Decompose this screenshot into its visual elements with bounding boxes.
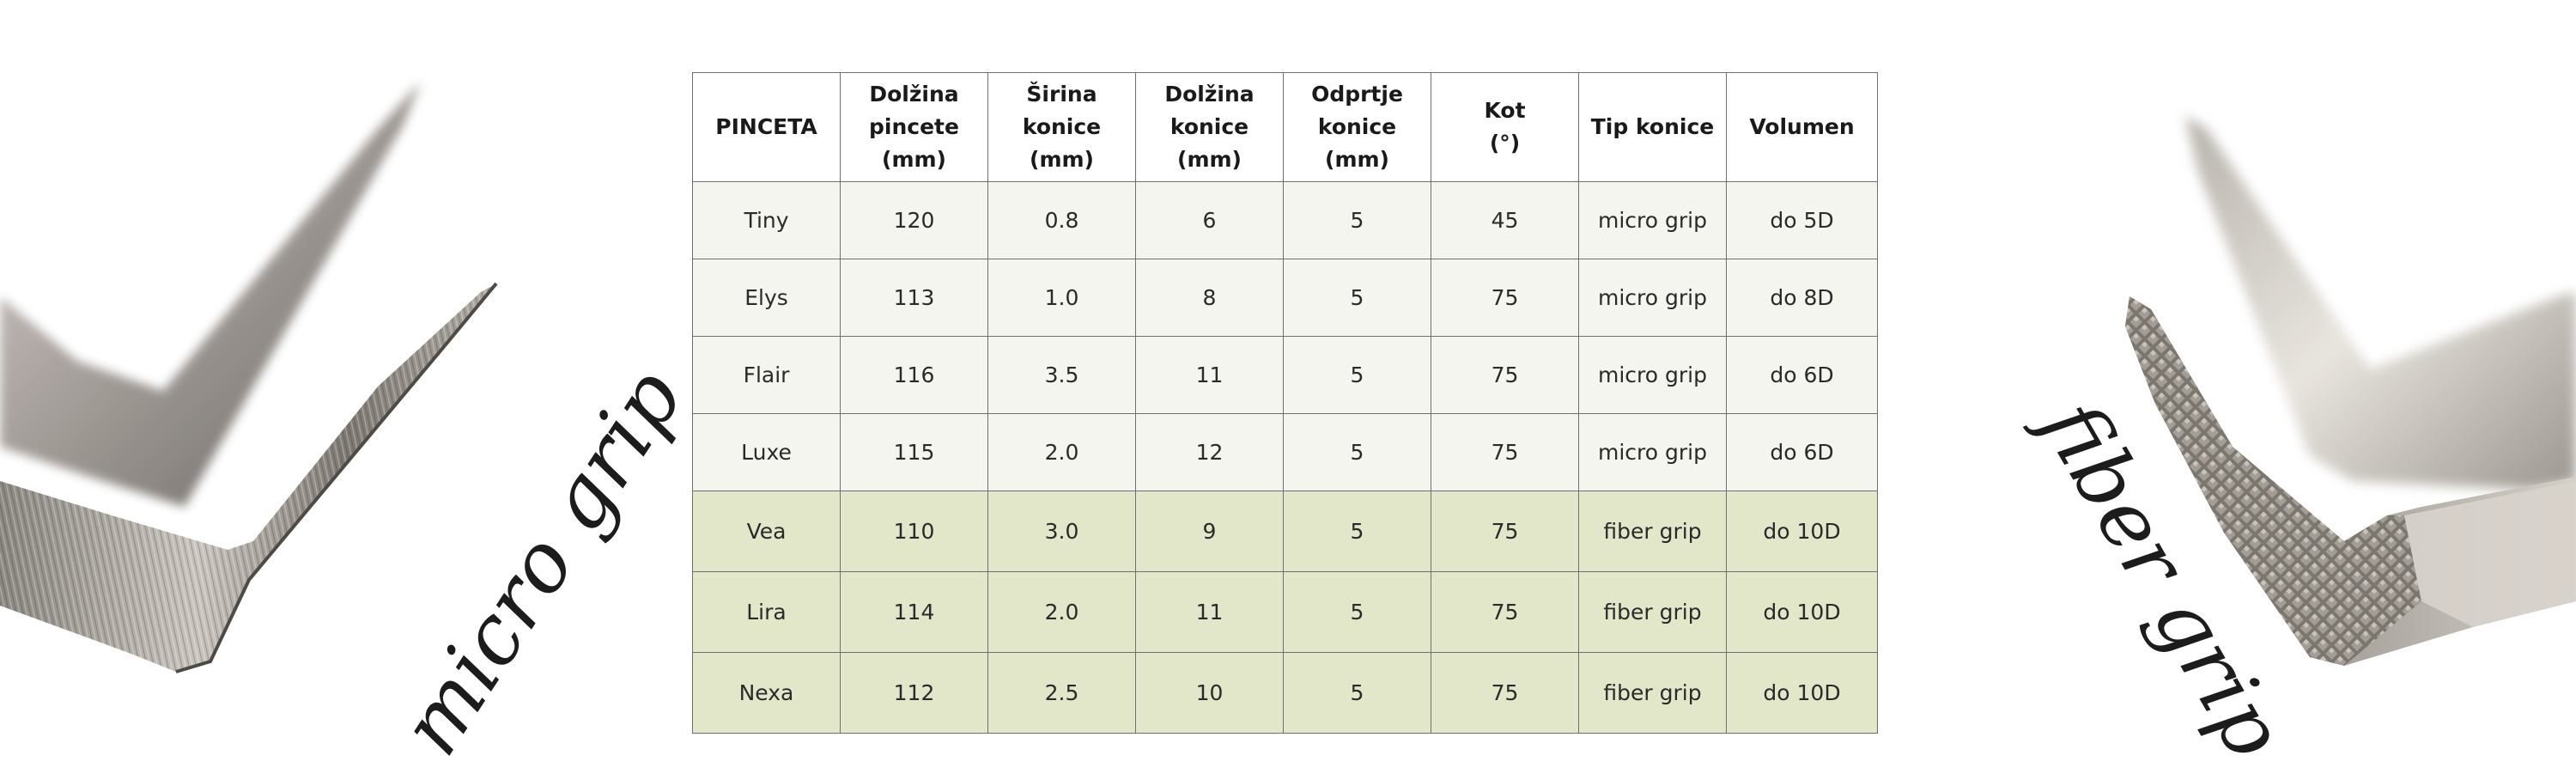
header-volume: Volumen (1726, 72, 1878, 182)
cell-name: Flair (692, 336, 841, 414)
cell-tip-type: micro grip (1578, 336, 1727, 414)
cell-angle: 75 (1431, 491, 1579, 572)
cell-tip-length: 8 (1135, 259, 1284, 337)
header-pinceta: PINCETA (692, 72, 841, 182)
cell-tip-type: fiber grip (1578, 652, 1727, 734)
cell-opening: 5 (1283, 181, 1431, 259)
fiber-grip-tweezers-image (2125, 116, 2576, 666)
cell-tip-width: 2.0 (987, 413, 1136, 491)
table-row: Luxe 115 2.0 12 5 75 micro grip do 6D (692, 413, 1878, 491)
cell-length: 112 (840, 652, 988, 734)
cell-name: Luxe (692, 413, 841, 491)
cell-tip-width: 2.5 (987, 652, 1136, 734)
cell-name: Elys (692, 259, 841, 337)
cell-volume: do 5D (1726, 181, 1878, 259)
table-row: Vea 110 3.0 9 5 75 fiber grip do 10D (692, 491, 1878, 572)
header-tip-opening: Odprtje konice (mm) (1283, 72, 1431, 182)
cell-tip-type: fiber grip (1578, 491, 1727, 572)
cell-opening: 5 (1283, 259, 1431, 337)
header-angle: Kot (°) (1431, 72, 1579, 182)
cell-name: Nexa (692, 652, 841, 734)
cell-tip-type: micro grip (1578, 181, 1727, 259)
cell-opening: 5 (1283, 336, 1431, 414)
cell-tip-type: micro grip (1578, 259, 1727, 337)
cell-name: Tiny (692, 181, 841, 259)
cell-tip-length: 11 (1135, 571, 1284, 653)
cell-length: 110 (840, 491, 988, 572)
tweezers-spec-table: PINCETA Dolžina pincete (mm) Širina konice(… (692, 72, 1878, 734)
cell-angle: 75 (1431, 571, 1579, 653)
cell-tip-width: 0.8 (987, 181, 1136, 259)
table-row: Flair 116 3.5 11 5 75 micro grip do 6D (692, 336, 1878, 414)
cell-volume: do 10D (1726, 652, 1878, 734)
cell-opening: 5 (1283, 491, 1431, 572)
cell-length: 120 (840, 181, 988, 259)
cell-name: Lira (692, 571, 841, 653)
cell-volume: do 10D (1726, 491, 1878, 572)
cell-length: 114 (840, 571, 988, 653)
cell-length: 115 (840, 413, 988, 491)
cell-volume: do 10D (1726, 571, 1878, 653)
cell-opening: 5 (1283, 413, 1431, 491)
cell-tip-length: 9 (1135, 491, 1284, 572)
cell-opening: 5 (1283, 652, 1431, 734)
cell-tip-length: 6 (1135, 181, 1284, 259)
cell-tip-width: 3.0 (987, 491, 1136, 572)
table-row: Nexa 112 2.5 10 5 75 fiber grip do 10D (692, 652, 1878, 734)
cell-angle: 75 (1431, 259, 1579, 337)
cell-tip-length: 12 (1135, 413, 1284, 491)
cell-angle: 75 (1431, 413, 1579, 491)
table-row: Tiny 120 0.8 6 5 45 micro grip do 5D (692, 181, 1878, 259)
cell-name: Vea (692, 491, 841, 572)
table-row: Lira 114 2.0 11 5 75 fiber grip do 10D (692, 571, 1878, 653)
cell-tip-width: 3.5 (987, 336, 1136, 414)
micro-grip-tweezers-image (0, 82, 498, 673)
cell-volume: do 8D (1726, 259, 1878, 337)
header-tip-length: Dolžina konice (mm) (1135, 72, 1284, 182)
header-tweezer-length: Dolžina pincete (mm) (840, 72, 988, 182)
cell-length: 113 (840, 259, 988, 337)
cell-angle: 75 (1431, 652, 1579, 734)
cell-length: 116 (840, 336, 988, 414)
header-tip-type: Tip konice (1578, 72, 1727, 182)
cell-opening: 5 (1283, 571, 1431, 653)
cell-tip-length: 10 (1135, 652, 1284, 734)
cell-angle: 75 (1431, 336, 1579, 414)
cell-volume: do 6D (1726, 413, 1878, 491)
cell-tip-type: fiber grip (1578, 571, 1727, 653)
table-row: Elys 113 1.0 8 5 75 micro grip do 8D (692, 259, 1878, 337)
cell-tip-length: 11 (1135, 336, 1284, 414)
header-tip-width: Širina konice (mm) (987, 72, 1136, 182)
cell-tip-width: 2.0 (987, 571, 1136, 653)
table-header-row: PINCETA Dolžina pincete (mm) Širina konice(… (692, 72, 1878, 182)
cell-tip-width: 1.0 (987, 259, 1136, 337)
cell-tip-type: micro grip (1578, 413, 1727, 491)
cell-angle: 45 (1431, 181, 1579, 259)
cell-volume: do 6D (1726, 336, 1878, 414)
